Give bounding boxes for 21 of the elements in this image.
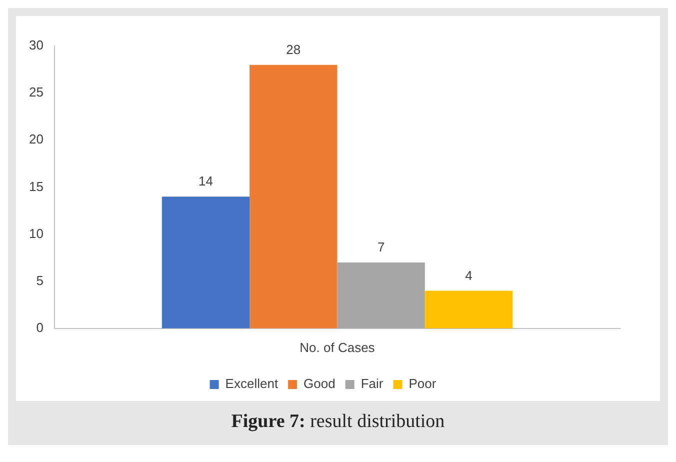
y-tick-label: 15: [28, 178, 44, 194]
y-tick-label: 30: [28, 38, 44, 53]
data-label: 7: [377, 240, 385, 255]
caption: Figure 7: result distribution: [231, 411, 445, 432]
legend-label: Excellent: [225, 376, 278, 392]
data-label: 28: [286, 42, 301, 57]
y-tick-label: 20: [28, 132, 44, 147]
legend-label: Fair: [360, 376, 384, 392]
y-tick-label: 25: [28, 84, 44, 100]
bar: [337, 262, 425, 328]
x-tick-label: No. of Cases: [300, 340, 376, 355]
y-tick-label: 5: [36, 272, 44, 288]
legend-label: Good: [304, 376, 336, 392]
data-label: 14: [198, 174, 213, 189]
bar: [162, 196, 250, 328]
y-tick-label: 0: [36, 320, 44, 335]
bar: [250, 64, 338, 328]
legend-label: Poor: [408, 376, 437, 392]
data-label: 4: [465, 268, 472, 283]
bar: [424, 290, 513, 328]
y-tick-label: 10: [28, 226, 44, 241]
